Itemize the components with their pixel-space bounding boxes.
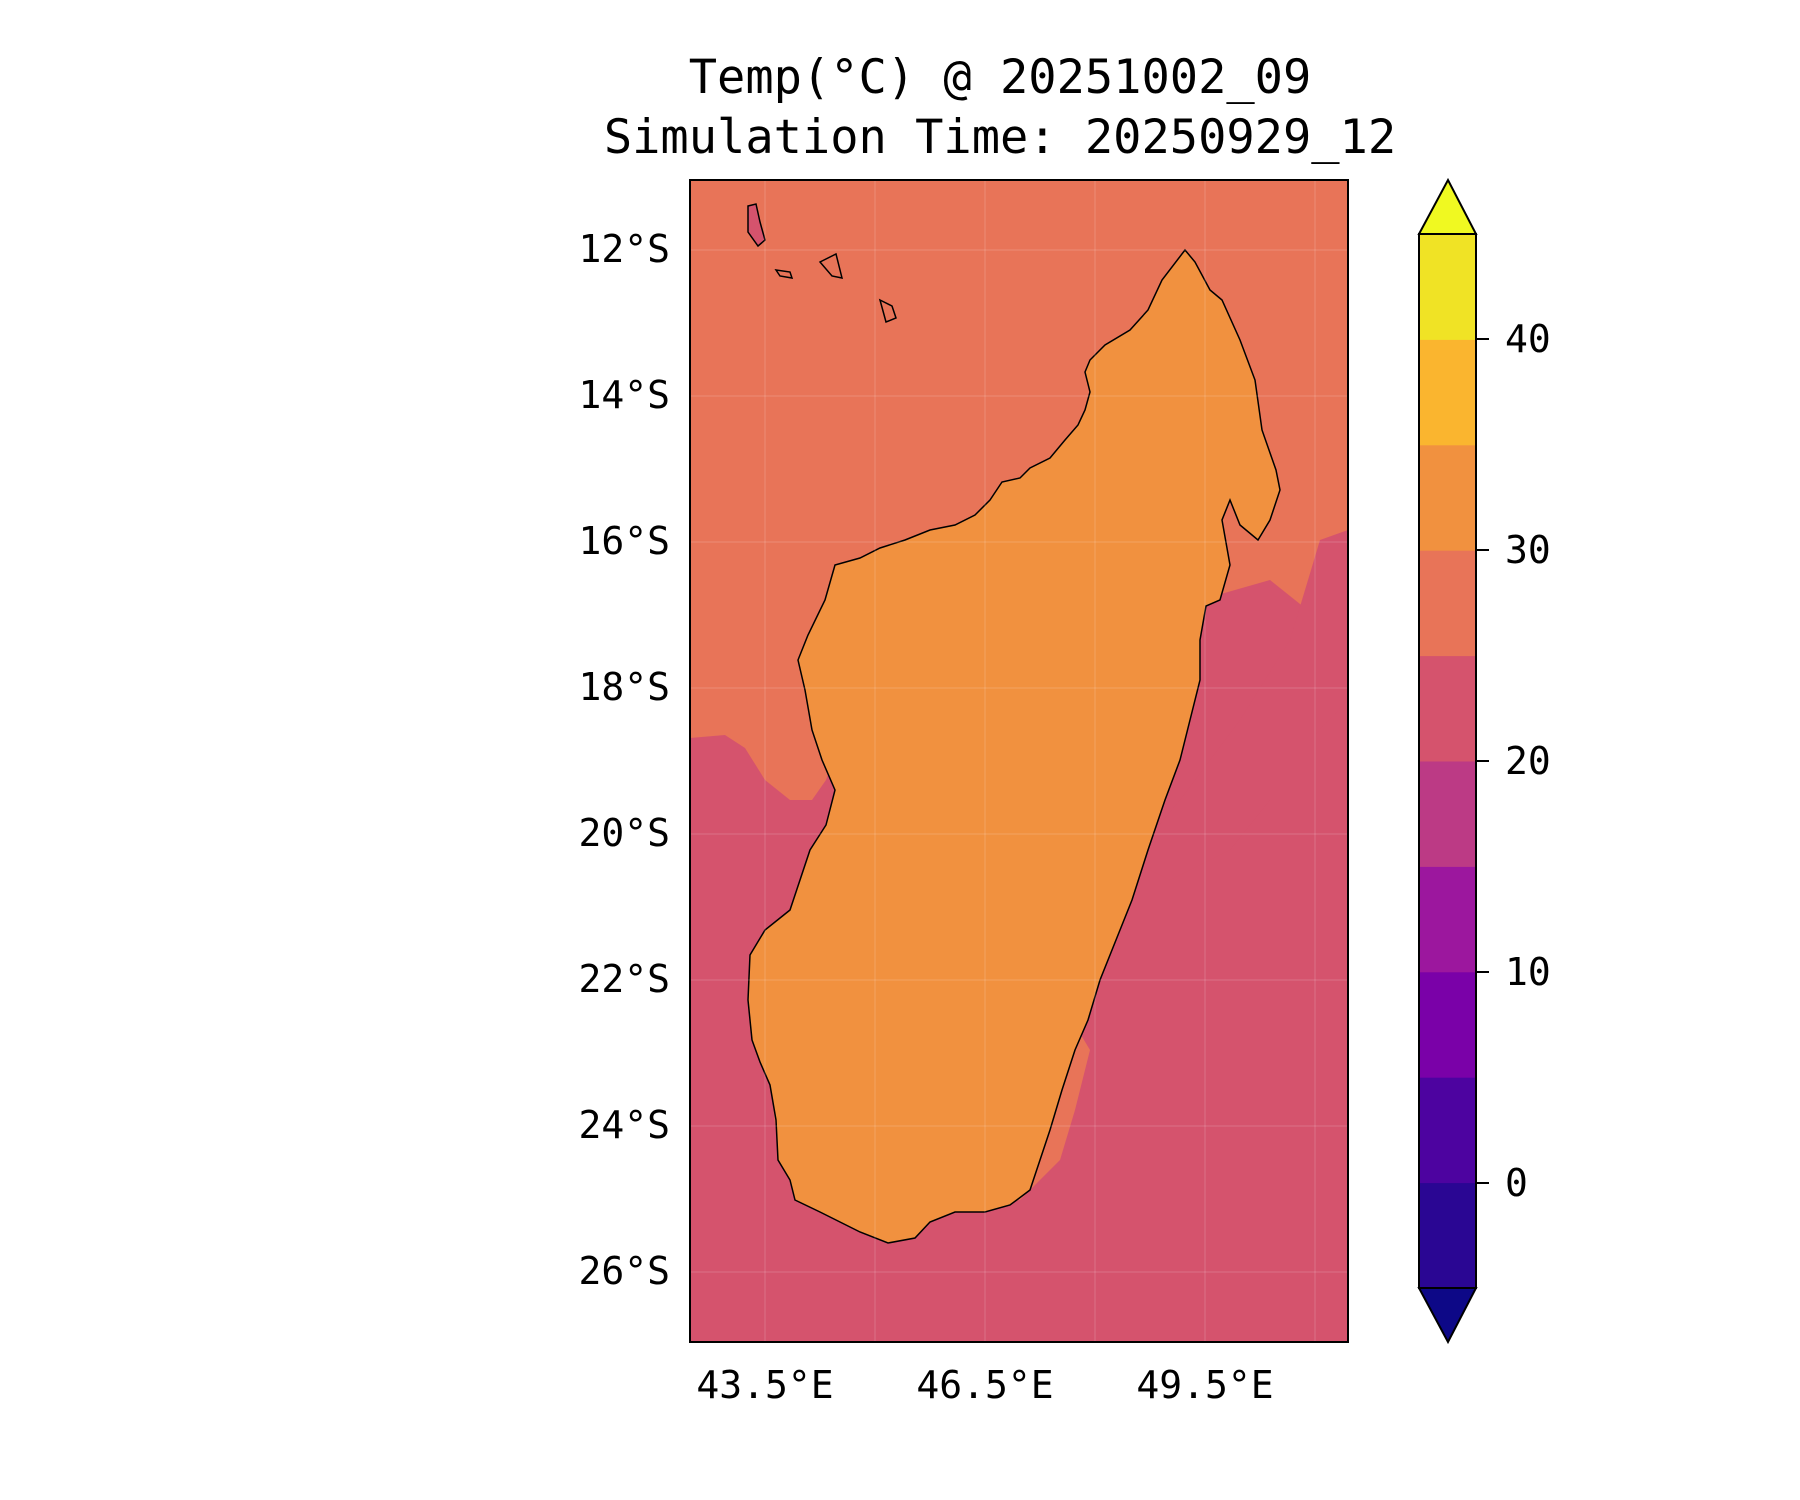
colorbar-band [1419, 234, 1476, 340]
comoros-island [818, 252, 844, 279]
lat-tick-label: 26°S [578, 1249, 670, 1293]
mayotte-island [878, 298, 897, 324]
colorbar [1419, 234, 1476, 1289]
colorbar-band [1419, 339, 1476, 446]
colorbar-ticks [1476, 338, 1489, 1184]
colorbar-band [1419, 655, 1476, 762]
map-frame [689, 179, 1349, 1343]
temperature-field [690, 180, 1348, 1342]
lat-tick-label: 16°S [578, 519, 670, 563]
lat-tick-label: 24°S [578, 1103, 670, 1147]
lat-tick-label: 20°S [578, 811, 670, 855]
lon-tick-label: 46.5°E [916, 1363, 1054, 1407]
gridlines [690, 180, 1348, 1342]
colorbar-tick-label: 20 [1505, 739, 1551, 783]
lon-tick-label: 49.5°E [1136, 1363, 1274, 1407]
colorbar-tick-label: 0 [1505, 1161, 1528, 1205]
lon-tick-label: 43.5°E [696, 1363, 834, 1407]
colorbar-extend-low [1417, 1287, 1478, 1345]
lat-tick-label: 12°S [578, 227, 670, 271]
colorbar-band [1419, 550, 1476, 657]
comoros-island [747, 203, 766, 248]
lat-tick-label: 18°S [578, 665, 670, 709]
colorbar-band [1419, 1077, 1476, 1184]
map-subtitle: Simulation Time: 20250929_12 [603, 110, 1397, 165]
colorbar-band [1419, 971, 1476, 1078]
colorbar-tick-label: 10 [1505, 950, 1551, 994]
lat-tick-label: 22°S [578, 957, 670, 1001]
colorbar-band [1419, 866, 1476, 973]
colorbar-band [1419, 444, 1476, 551]
map-title: Temp(°C) @ 20251002_09 [688, 50, 1312, 105]
colorbar-tick-label: 40 [1505, 317, 1551, 361]
colorbar-band [1419, 1182, 1476, 1289]
ocean-east-band [1130, 530, 1348, 880]
colorbar-tick-label: 30 [1505, 528, 1551, 572]
comoros-island [774, 269, 794, 279]
colorbar-band [1419, 761, 1476, 867]
colorbar-extend-high [1417, 177, 1478, 235]
lat-tick-label: 14°S [578, 373, 670, 417]
